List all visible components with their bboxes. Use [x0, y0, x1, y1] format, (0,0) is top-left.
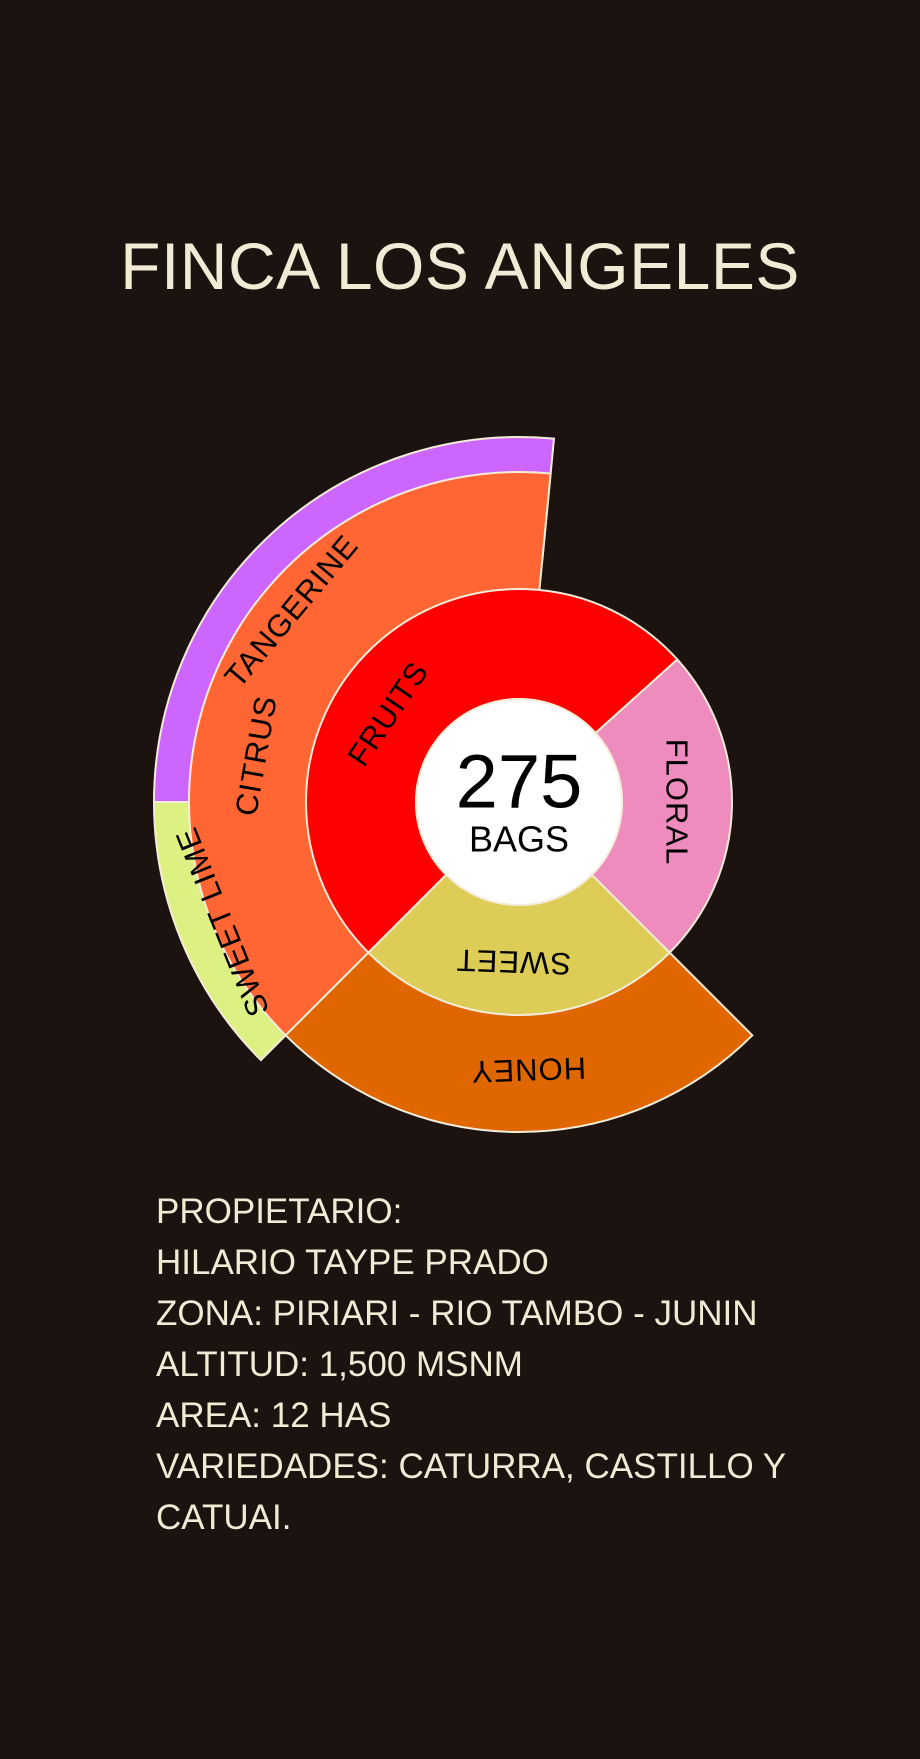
page-title: FINCA LOS ANGELES: [120, 229, 800, 303]
center-unit: BAGS: [469, 819, 569, 860]
info-line-owner-label: PROPIETARIO:: [156, 1192, 403, 1231]
center-value: 275: [456, 740, 583, 825]
center-circle: [415, 698, 623, 906]
info-line-owner: HILARIO TAYPE PRADO: [156, 1243, 549, 1282]
label-sweet: SWEET: [455, 942, 571, 981]
info-line-zone: ZONA: PIRIARI - RIO TAMBO - JUNIN: [156, 1294, 758, 1333]
info-line-varieties: VARIEDADES: CATURRA, CASTILLO Y CATUAI.: [156, 1447, 786, 1537]
info-line-altitude: ALTITUD: 1,500 MSNM: [156, 1345, 523, 1384]
label-floral: FLORAL: [660, 739, 695, 866]
info-line-area: AREA: 12 HAS: [156, 1396, 392, 1435]
label-honey: HONEY: [470, 1050, 586, 1089]
farm-info: PROPIETARIO: HILARIO TAYPE PRADO ZONA: P…: [156, 1186, 816, 1543]
